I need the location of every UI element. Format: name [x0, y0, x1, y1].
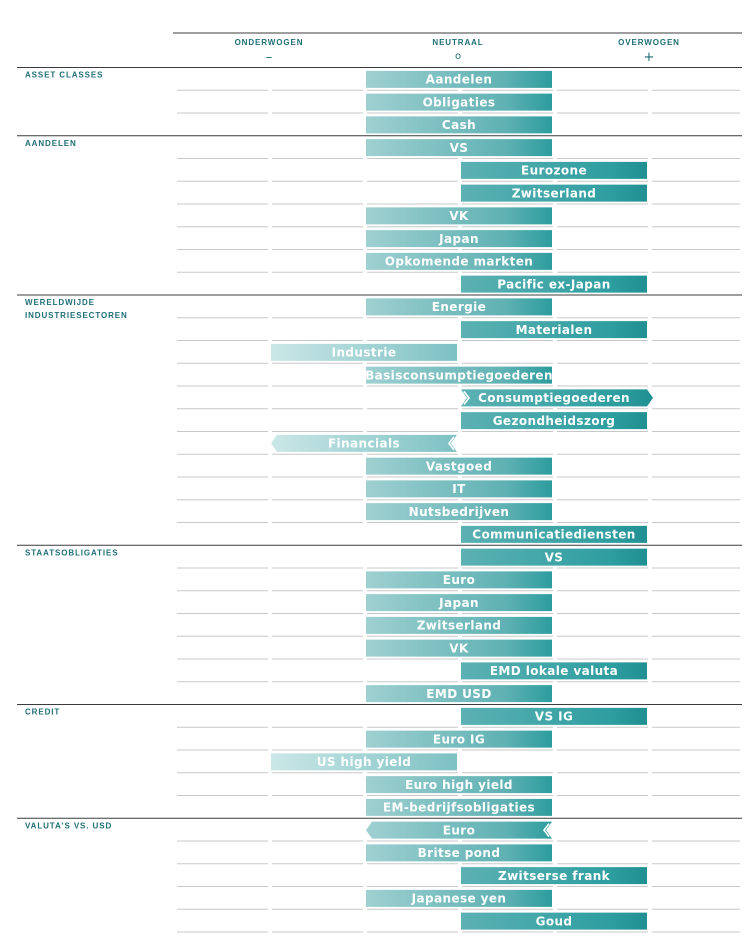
bar-label-asset-classes-obligaties: Obligaties: [423, 95, 496, 109]
bar-label-credit-us-high-yield: US high yield: [317, 755, 412, 769]
column-symbol-overweight: +: [644, 50, 655, 65]
bar-asset-classes-cash: [366, 116, 552, 134]
bar-label-wereldwijde-industriesectoren-gezondheidszorg: Gezondheidszorg: [493, 414, 616, 428]
bar-aandelen-eurozone: [461, 161, 647, 179]
bar-wereldwijde-industriesectoren-financials: [271, 434, 457, 452]
section-title-aandelen: AANDELEN: [25, 139, 77, 148]
bar-label-aandelen-pacific-ex-japan: Pacific ex-Japan: [497, 277, 610, 291]
section-title-staatsobligaties: STAATSOBLIGATIES: [25, 548, 119, 557]
bar-label-staatsobligaties-japan: Japan: [438, 596, 479, 610]
bar-label-staatsobligaties-zwitserland: Zwitserland: [417, 619, 502, 633]
bar-aandelen-japan: [366, 230, 552, 248]
grid: [17, 67, 742, 933]
bar-label-aandelen-opkomende-markten: Opkomende markten: [385, 255, 534, 269]
column-label-overweight: OVERWOGEN: [618, 38, 680, 47]
bar-credit-vs-ig: [461, 707, 647, 725]
section-labels: ASSET CLASSES AANDELEN WERELDWIJDE INDUSTRI…: [25, 71, 128, 831]
bar-wereldwijde-industriesectoren-it: [366, 480, 552, 498]
bar-wereldwijde-industriesectoren-basisconsumptiegoederen: [366, 366, 552, 384]
bar-wereldwijde-industriesectoren-gezondheidszorg: [461, 412, 647, 430]
bar-label-wereldwijde-industriesectoren-industrie: Industrie: [332, 346, 397, 360]
change-marker-up: [463, 390, 471, 405]
bar-valuta-s-vs-usd-goud: [461, 912, 647, 930]
change-marker-down: [542, 823, 550, 838]
bar-aandelen-vk: [366, 207, 552, 225]
bar-aandelen-pacific-ex-japan: [461, 275, 647, 293]
bar-credit-us-high-yield: [271, 753, 457, 771]
bar-label-wereldwijde-industriesectoren-financials: Financials: [328, 437, 400, 451]
bar-label-aandelen-vk: VK: [449, 209, 469, 223]
bar-valuta-s-vs-usd-euro: [366, 821, 552, 839]
bar-aandelen-vs: [366, 139, 552, 157]
bar-wereldwijde-industriesectoren-energie: [366, 298, 552, 316]
bar-aandelen-opkomende-markten: [366, 252, 552, 270]
bar-wereldwijde-industriesectoren-materialen: [461, 321, 647, 339]
bar-valuta-s-vs-usd-zwitserse-frank: [461, 867, 647, 885]
section-title-credit: CREDIT: [25, 708, 60, 717]
bar-label-valuta-s-vs-usd-britse-pond: Britse pond: [418, 846, 501, 860]
bar-label-wereldwijde-industriesectoren-materialen: Materialen: [516, 323, 593, 337]
bar-staatsobligaties-vk: [366, 639, 552, 657]
bar-label-staatsobligaties-emd-usd: EMD USD: [426, 687, 491, 701]
bar-label-wereldwijde-industriesectoren-nutsbedrijven: Nutsbedrijven: [409, 505, 510, 519]
bar-wereldwijde-industriesectoren-nutsbedrijven: [366, 503, 552, 521]
bar-label-valuta-s-vs-usd-goud: Goud: [536, 914, 573, 928]
bars: Aandelen Obligaties Cash VS Eurozone Zwitserl…: [271, 70, 653, 930]
bar-asset-classes-obligaties: [366, 93, 552, 111]
bar-label-valuta-s-vs-usd-japanese-yen: Japanese yen: [411, 892, 507, 906]
bar-staatsobligaties-japan: [366, 594, 552, 612]
bar-label-credit-euro-high-yield: Euro high yield: [405, 778, 513, 792]
column-label-neutral: NEUTRAAL: [432, 38, 483, 47]
bar-label-credit-vs-ig: VS IG: [535, 710, 573, 724]
bar-credit-em-bedrijfsobligaties: [366, 798, 552, 816]
bar-aandelen-zwitserland: [461, 184, 647, 202]
bar-label-valuta-s-vs-usd-zwitserse-frank: Zwitserse frank: [498, 869, 611, 883]
bar-label-wereldwijde-industriesectoren-consumptiegoederen: Consumptiegoederen: [478, 391, 630, 405]
bar-staatsobligaties-zwitserland: [366, 616, 552, 634]
column-label-underweight: ONDERWOGEN: [235, 38, 304, 47]
bar-label-aandelen-vs: VS: [450, 141, 469, 155]
change-marker-down: [447, 436, 455, 451]
bar-label-staatsobligaties-vk: VK: [449, 641, 469, 655]
bar-staatsobligaties-emd-lokale-valuta: [461, 662, 647, 680]
bar-label-asset-classes-aandelen: Aandelen: [426, 73, 493, 87]
bar-label-aandelen-japan: Japan: [438, 232, 479, 246]
bar-wereldwijde-industriesectoren-consumptiegoederen: [461, 389, 653, 407]
bar-valuta-s-vs-usd-japanese-yen: [366, 889, 552, 907]
bar-wereldwijde-industriesectoren-industrie: [271, 343, 457, 361]
column-symbol-underweight: –: [266, 50, 273, 65]
bar-staatsobligaties-vs: [461, 548, 647, 566]
bar-credit-euro-high-yield: [366, 776, 552, 794]
bar-valuta-s-vs-usd-britse-pond: [366, 844, 552, 862]
column-symbol-neutral: o: [455, 51, 461, 62]
bar-label-aandelen-eurozone: Eurozone: [521, 164, 587, 178]
bar-wereldwijde-industriesectoren-communicatiediensten: [461, 525, 647, 543]
bar-label-staatsobligaties-emd-lokale-valuta: EMD lokale valuta: [490, 664, 618, 678]
bar-asset-classes-aandelen: [366, 70, 552, 88]
section-title-wereldwijde-industriesectoren: WERELDWIJDE INDUSTRIESECTOREN: [25, 298, 128, 320]
bar-wereldwijde-industriesectoren-vastgoed: [366, 457, 552, 475]
bar-label-valuta-s-vs-usd-euro: Euro: [443, 823, 476, 837]
bar-label-wereldwijde-industriesectoren-energie: Energie: [432, 300, 486, 314]
bar-credit-euro-ig: [366, 730, 552, 748]
bar-label-staatsobligaties-euro: Euro: [443, 573, 476, 587]
bar-label-wereldwijde-industriesectoren-communicatiediensten: Communicatiediensten: [472, 528, 635, 542]
bar-label-wereldwijde-industriesectoren-vastgoed: Vastgoed: [426, 459, 492, 473]
bar-label-credit-euro-ig: Euro IG: [433, 732, 485, 746]
bar-label-asset-classes-cash: Cash: [442, 118, 476, 132]
bar-label-aandelen-zwitserland: Zwitserland: [512, 186, 597, 200]
bar-label-wereldwijde-industriesectoren-basisconsumptiegoederen: Basisconsumptiegoederen: [365, 368, 553, 382]
section-title-asset-classes: ASSET CLASSES: [25, 71, 103, 80]
bar-label-wereldwijde-industriesectoren-it: IT: [452, 482, 466, 496]
header: ONDERWOGEN NEUTRAAL OVERWOGEN – o +: [173, 32, 742, 65]
section-title-valuta-s-vs-usd: VALUTA'S VS. USD: [25, 821, 112, 830]
bar-label-credit-em-bedrijfsobligaties: EM-bedrijfsobligaties: [383, 801, 535, 815]
bar-staatsobligaties-euro: [366, 571, 552, 589]
bar-label-staatsobligaties-vs: VS: [545, 550, 564, 564]
bar-staatsobligaties-emd-usd: [366, 685, 552, 703]
